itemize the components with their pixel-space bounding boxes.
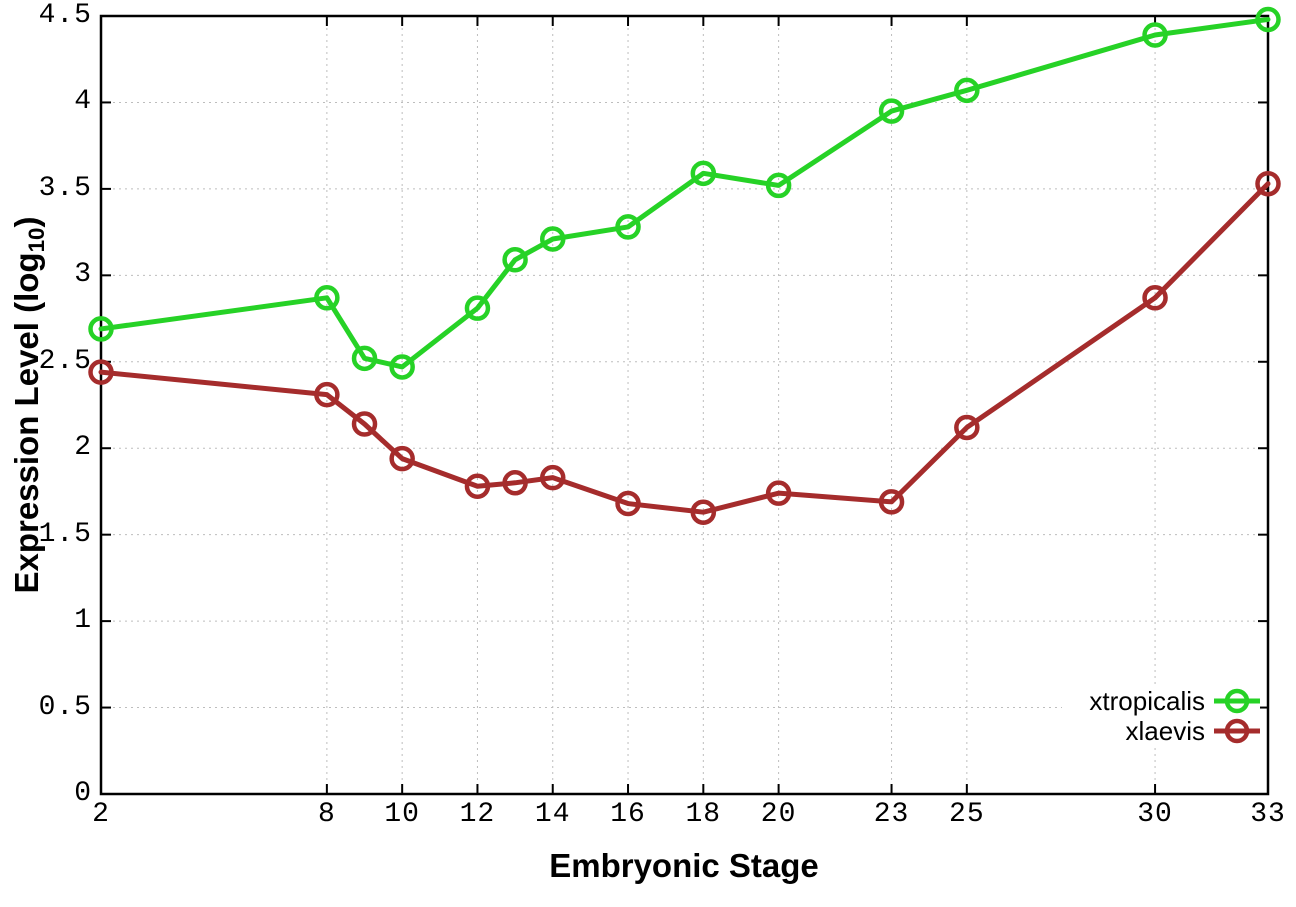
legend-item-xtropicalis: xtropicalis [1062,686,1260,716]
y-tick-label: 3.5 [38,172,92,204]
y-tick-label: 0 [74,778,92,809]
x-axis-title: Embryonic Stage [549,847,819,884]
x-tick-label: 10 [384,799,420,830]
y-tick-label: 2 [74,432,92,464]
legend-label-xlaevis: xlaevis [1125,715,1205,746]
y-axis-title: Expression Level (log10) [8,216,49,594]
data-point-xtropicalis [88,316,114,342]
y-tick-label: 1.5 [38,518,92,550]
legend: xtropicalis xlaevis [1062,686,1260,746]
x-tick-label: 2 [92,799,110,830]
x-tick-label: 16 [610,799,646,830]
y-axis-title-subscript: 10 [23,227,49,253]
data-point-xlaevis [765,480,792,506]
y-axis-title-suffix: ) [8,216,45,228]
data-point-xlaevis [878,489,905,515]
x-tick-label: 30 [1137,799,1173,830]
data-point-xlaevis [88,359,114,385]
data-point-xlaevis [954,414,980,441]
legend-label-xtropicalis: xtropicalis [1089,685,1205,716]
data-point-xtropicalis [690,160,717,187]
y-tick-label: 4.5 [38,0,92,31]
x-tick-label: 12 [459,799,496,830]
data-point-xtropicalis [1255,6,1281,33]
data-point-xlaevis [1142,285,1168,311]
xtropicalis-line-sample-icon [1214,688,1260,714]
plot-border [99,14,1270,796]
data-point-xtropicalis [954,77,980,104]
data-point-xtropicalis [351,345,378,372]
y-tick-label: 4 [74,86,92,118]
data-point-xtropicalis [765,172,792,199]
data-point-xlaevis [502,470,528,496]
xlaevis-line-sample-icon [1214,718,1260,744]
x-tick-label: 25 [949,799,985,830]
data-point-xlaevis [314,381,340,408]
data-point-xlaevis [690,499,717,525]
data-point-xlaevis [351,411,378,437]
y-axis-title-text: Expression Level (log [8,252,45,594]
x-tick-label: 20 [760,799,797,830]
y-tick-label: 1 [74,605,92,637]
x-tick-label: 14 [534,799,571,830]
x-tick-label: 33 [1250,799,1286,830]
series-line-xlaevis [98,181,1271,515]
data-point-xlaevis [615,490,641,517]
data-point-xlaevis [389,445,415,472]
data-point-xtropicalis [314,285,340,311]
x-tick-label: 23 [873,799,910,830]
data-point-xtropicalis [389,354,415,380]
y-tick-label: 0.5 [38,691,92,723]
data-point-xlaevis [1255,170,1281,197]
data-point-xlaevis [464,473,491,500]
data-point-xtropicalis [878,98,905,124]
series-line-xtropicalis [98,16,1271,370]
data-point-xtropicalis [464,295,491,321]
x-tick-label: 18 [685,799,722,830]
x-tick-label: 8 [317,799,336,830]
y-tick-label: 3 [74,259,92,291]
data-point-xtropicalis [502,247,528,273]
data-point-xtropicalis [615,214,641,240]
data-point-xlaevis [539,464,566,491]
legend-item-xlaevis: xlaevis [1062,716,1260,746]
y-tick-label: 2.5 [38,345,92,377]
data-point-xtropicalis [539,226,566,252]
data-point-xtropicalis [1142,22,1168,48]
